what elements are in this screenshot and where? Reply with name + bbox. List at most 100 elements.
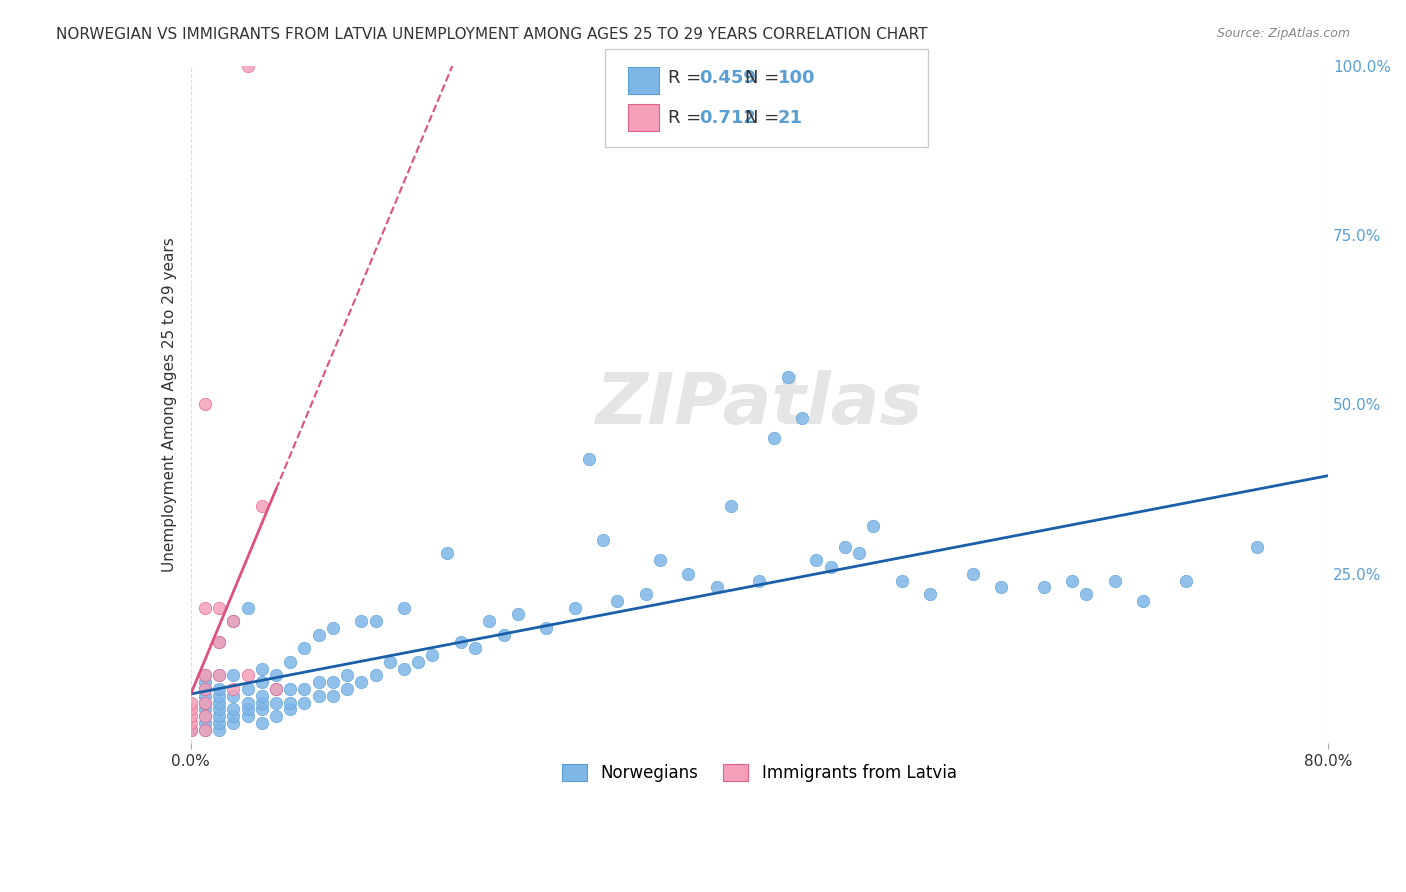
Norwegians — [208, 715, 231, 730]
Norwegians — [250, 662, 273, 676]
Norwegians — [194, 702, 217, 716]
Norwegians — [862, 519, 884, 533]
Norwegians — [962, 566, 984, 581]
Norwegians — [806, 553, 828, 567]
Legend: Norwegians, Immigrants from Latvia: Norwegians, Immigrants from Latvia — [555, 757, 963, 789]
Text: NORWEGIAN VS IMMIGRANTS FROM LATVIA UNEMPLOYMENT AMONG AGES 25 TO 29 YEARS CORRE: NORWEGIAN VS IMMIGRANTS FROM LATVIA UNEM… — [56, 27, 928, 42]
Norwegians — [336, 668, 359, 682]
Norwegians — [194, 689, 217, 703]
Norwegians — [308, 689, 330, 703]
Norwegians — [436, 546, 458, 560]
Immigrants from Latvia — [236, 668, 259, 682]
Norwegians — [222, 702, 245, 716]
Norwegians — [194, 723, 217, 737]
Norwegians — [222, 614, 245, 628]
Norwegians — [294, 696, 316, 710]
Norwegians — [890, 574, 912, 588]
Norwegians — [364, 668, 387, 682]
Norwegians — [1132, 594, 1154, 608]
Norwegians — [534, 621, 557, 635]
Norwegians — [222, 689, 245, 703]
Immigrants from Latvia — [236, 59, 259, 73]
Norwegians — [222, 709, 245, 723]
Norwegians — [336, 681, 359, 696]
Norwegians — [350, 614, 373, 628]
Norwegians — [392, 662, 415, 676]
Norwegians — [194, 696, 217, 710]
Norwegians — [578, 451, 600, 466]
Norwegians — [606, 594, 628, 608]
Norwegians — [194, 681, 217, 696]
Text: 0.712: 0.712 — [699, 109, 755, 127]
Norwegians — [264, 696, 287, 710]
Text: N =: N = — [745, 70, 785, 87]
Norwegians — [294, 641, 316, 656]
Norwegians — [236, 681, 259, 696]
Text: 0.459: 0.459 — [699, 70, 755, 87]
Immigrants from Latvia — [194, 709, 217, 723]
Immigrants from Latvia — [208, 600, 231, 615]
Norwegians — [236, 702, 259, 716]
Norwegians — [848, 546, 870, 560]
Norwegians — [194, 675, 217, 690]
Norwegians — [1032, 580, 1054, 594]
Norwegians — [322, 689, 344, 703]
Norwegians — [720, 499, 742, 513]
Norwegians — [648, 553, 671, 567]
Norwegians — [790, 411, 813, 425]
Norwegians — [990, 580, 1012, 594]
Norwegians — [250, 675, 273, 690]
Immigrants from Latvia — [222, 681, 245, 696]
Norwegians — [364, 614, 387, 628]
Text: R =: R = — [668, 109, 707, 127]
Norwegians — [236, 600, 259, 615]
Immigrants from Latvia — [180, 702, 202, 716]
Immigrants from Latvia — [222, 614, 245, 628]
Text: 100: 100 — [778, 70, 815, 87]
Norwegians — [250, 715, 273, 730]
Norwegians — [294, 681, 316, 696]
Norwegians — [1246, 540, 1268, 554]
Norwegians — [278, 655, 301, 669]
Norwegians — [194, 715, 217, 730]
Norwegians — [236, 709, 259, 723]
Immigrants from Latvia — [194, 723, 217, 737]
Norwegians — [1076, 587, 1098, 601]
Norwegians — [592, 533, 614, 547]
Text: N =: N = — [745, 109, 785, 127]
Norwegians — [506, 607, 529, 622]
Immigrants from Latvia — [208, 668, 231, 682]
Norwegians — [350, 675, 373, 690]
Immigrants from Latvia — [194, 397, 217, 411]
Norwegians — [422, 648, 444, 662]
Norwegians — [222, 668, 245, 682]
Norwegians — [706, 580, 728, 594]
Norwegians — [236, 696, 259, 710]
Norwegians — [1104, 574, 1126, 588]
Norwegians — [564, 600, 586, 615]
Norwegians — [322, 621, 344, 635]
Norwegians — [278, 696, 301, 710]
Norwegians — [264, 668, 287, 682]
Text: Source: ZipAtlas.com: Source: ZipAtlas.com — [1216, 27, 1350, 40]
Immigrants from Latvia — [180, 723, 202, 737]
Norwegians — [222, 715, 245, 730]
Norwegians — [308, 628, 330, 642]
Norwegians — [450, 634, 472, 648]
Norwegians — [392, 600, 415, 615]
Norwegians — [918, 587, 941, 601]
Immigrants from Latvia — [180, 715, 202, 730]
Norwegians — [208, 696, 231, 710]
Norwegians — [406, 655, 429, 669]
Norwegians — [208, 681, 231, 696]
Immigrants from Latvia — [194, 600, 217, 615]
Immigrants from Latvia — [250, 499, 273, 513]
Norwegians — [322, 675, 344, 690]
Norwegians — [180, 723, 202, 737]
Text: R =: R = — [0, 891, 3, 892]
Norwegians — [278, 681, 301, 696]
Immigrants from Latvia — [208, 634, 231, 648]
Norwegians — [834, 540, 856, 554]
Norwegians — [250, 702, 273, 716]
Norwegians — [264, 709, 287, 723]
